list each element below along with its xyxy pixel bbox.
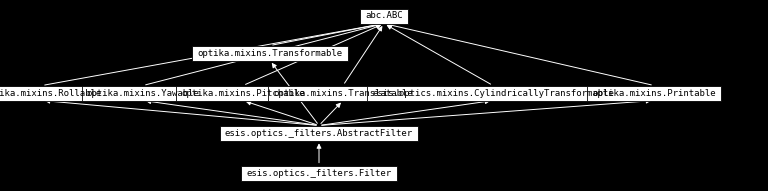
Bar [220,125,418,141]
Bar [176,86,310,100]
Text: optika.mixins.Printable: optika.mixins.Printable [592,88,716,97]
Bar [81,86,204,100]
Text: optika.mixins.Translatable: optika.mixins.Translatable [273,88,413,97]
Text: esis.optics._filters.AbstractFilter: esis.optics._filters.AbstractFilter [225,129,413,138]
Text: optika.mixins.Pitchable: optika.mixins.Pitchable [181,88,305,97]
Text: optika.mixins.Transformable: optika.mixins.Transformable [197,49,343,57]
Bar [360,9,408,23]
Text: esis.optics.mixins.CylindricallyTransformable: esis.optics.mixins.CylindricallyTransfor… [372,88,614,97]
Bar [193,45,348,61]
Bar [0,86,106,100]
Text: optika.mixins.Rollable: optika.mixins.Rollable [0,88,101,97]
Text: optika.mixins.Yawable: optika.mixins.Yawable [87,88,200,97]
Text: esis.optics._filters.Filter: esis.optics._filters.Filter [247,168,392,177]
Bar [268,86,418,100]
Text: abc.ABC: abc.ABC [366,11,402,20]
Bar [367,86,619,100]
Bar [588,86,721,100]
Bar [241,165,396,180]
